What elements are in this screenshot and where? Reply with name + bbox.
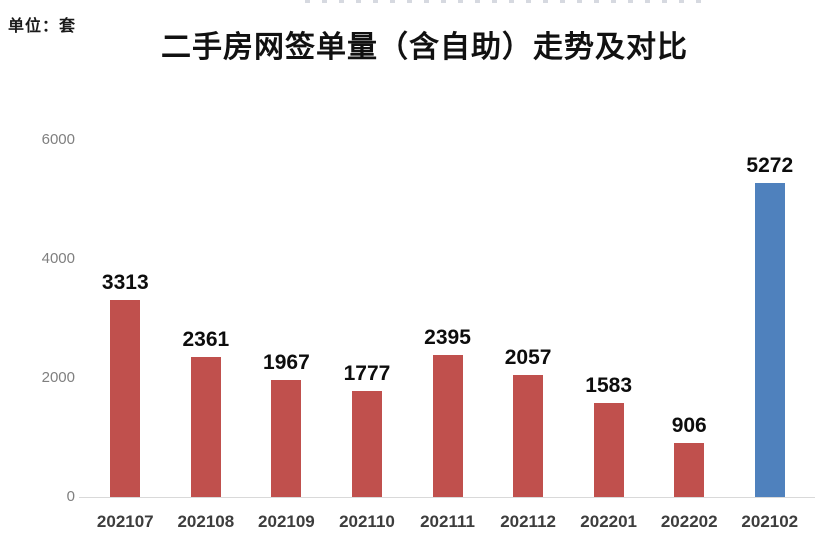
bar-value-label: 1967	[263, 350, 310, 374]
bar-value-label: 906	[671, 414, 707, 438]
bar-group-202102: 5272 202102	[730, 140, 811, 531]
x-tick-label: 202108	[177, 512, 235, 531]
x-tick-label: 202110	[339, 512, 395, 531]
bar-group-202111: 2395 202111	[407, 140, 488, 532]
bar-202201	[593, 402, 624, 497]
chart-title: 二手房网签单量（含自助）走势及对比	[161, 31, 688, 64]
bar-202108	[190, 356, 221, 497]
bar-value-label: 3313	[101, 270, 149, 294]
y-tick-label: 4000	[41, 250, 75, 267]
bar-202111	[432, 354, 463, 497]
x-tick-label: 202107	[96, 512, 154, 531]
y-axis: 0 2000 4000 6000	[0, 131, 75, 505]
x-tick-label: 202202	[660, 512, 718, 531]
bar-202107	[110, 299, 141, 497]
bar-value-label: 1583	[585, 373, 633, 397]
bar-202102	[754, 183, 785, 497]
bar-group-202107: 3313 202107	[85, 140, 166, 531]
bar-value-label: 2361	[182, 327, 230, 351]
y-tick-label: 2000	[41, 369, 75, 386]
bar-202109	[271, 379, 302, 497]
bar-202110	[351, 391, 382, 497]
x-axis-line	[79, 497, 815, 498]
plot-area: 3313 202107 2361 202108 1967 202109 1777 202110…	[85, 140, 811, 532]
y-tick-label: 0	[66, 488, 75, 505]
bar-group-202109: 1967 202109	[246, 140, 327, 531]
bar-group-202108: 2361 202108	[166, 140, 247, 531]
x-tick-label: 202111	[420, 512, 475, 531]
x-tick-label: 202102	[741, 512, 799, 531]
bar-group-202202: 906 202202	[649, 140, 730, 531]
y-tick-label: 6000	[41, 131, 75, 148]
x-tick-label: 202109	[258, 512, 315, 531]
bar-group-202110: 1777 202110	[327, 140, 408, 531]
bar-202202	[674, 443, 705, 497]
bar-202112	[513, 374, 544, 497]
bar-value-label: 1777	[343, 362, 391, 386]
x-tick-label: 202201	[580, 512, 638, 531]
unit-label: 单位：套	[8, 18, 77, 35]
bar-value-label: 2057	[504, 345, 552, 369]
cropped-text-remnant	[305, 0, 705, 3]
bar-value-label: 5272	[746, 154, 794, 178]
bar-group-202201: 1583 202201	[568, 140, 649, 531]
bar-value-label: 2395	[424, 325, 471, 349]
x-tick-label: 202112	[500, 512, 556, 531]
bar-group-202112: 2057 202112	[488, 140, 569, 531]
bar-chart: 0 2000 4000 6000 3313 202107 2361 202108 1967 20…	[0, 131, 819, 532]
